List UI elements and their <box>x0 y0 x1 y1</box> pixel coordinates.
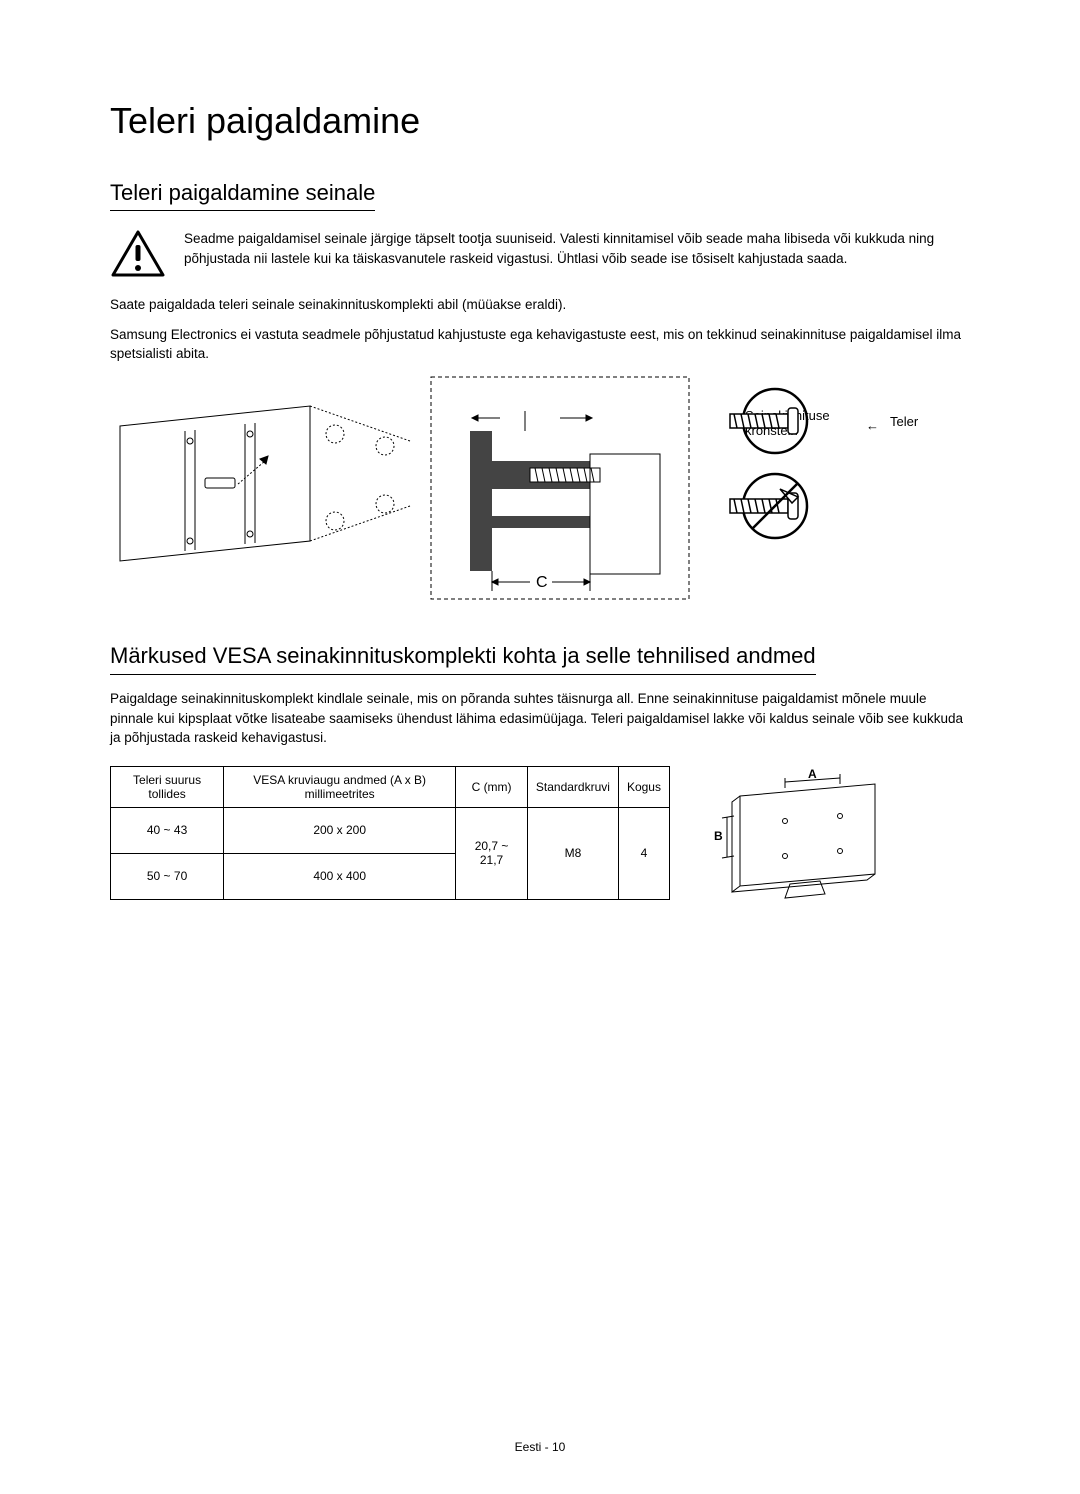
section1-heading: Teleri paigaldamine seinale <box>110 180 375 211</box>
th-size: Teleri suurus tollides <box>111 766 224 807</box>
page-footer: Eesti - 10 <box>0 1440 1080 1454</box>
table-cell: 40 ~ 43 <box>111 807 224 853</box>
warning-text: Seadme paigaldamisel seinale järgige täp… <box>184 229 970 268</box>
th-vesa: VESA kruviaugu andmed (A x B) millimeetr… <box>224 766 456 807</box>
para-wallmount-kit: Saate paigaldada teleri seinale seinakin… <box>110 295 970 315</box>
table-cell: 400 x 400 <box>224 853 456 899</box>
tv-ab-diagram: A B <box>690 766 890 911</box>
mounting-diagram: Seinakinnituse kronstein Teler ← C <box>110 376 970 606</box>
table-cell: 200 x 200 <box>224 807 456 853</box>
th-c: C (mm) <box>456 766 528 807</box>
diagram-label-c: C <box>536 573 548 592</box>
table-cell: M8 <box>527 807 618 899</box>
para-samsung-disclaimer: Samsung Electronics ei vastuta seadmele … <box>110 325 970 364</box>
th-qty: Kogus <box>618 766 669 807</box>
dim-label-b: B <box>714 829 723 843</box>
warning-icon <box>110 229 166 279</box>
vesa-table: Teleri suurus tollides VESA kruviaugu an… <box>110 766 670 900</box>
diagram-label-tv: Teler <box>890 414 918 430</box>
page-title: Teleri paigaldamine <box>110 100 970 142</box>
section2-para: Paigaldage seinakinnituskomplekt kindlal… <box>110 689 970 748</box>
section2-heading: Märkused VESA seinakinnituskomplekti koh… <box>110 642 816 676</box>
dim-label-a: A <box>808 767 817 781</box>
warning-block: Seadme paigaldamisel seinale järgige täp… <box>110 229 970 279</box>
th-screw: Standardkruvi <box>527 766 618 807</box>
table-cell: 4 <box>618 807 669 899</box>
table-cell: 20,7 ~ 21,7 <box>456 807 528 899</box>
table-cell: 50 ~ 70 <box>111 853 224 899</box>
